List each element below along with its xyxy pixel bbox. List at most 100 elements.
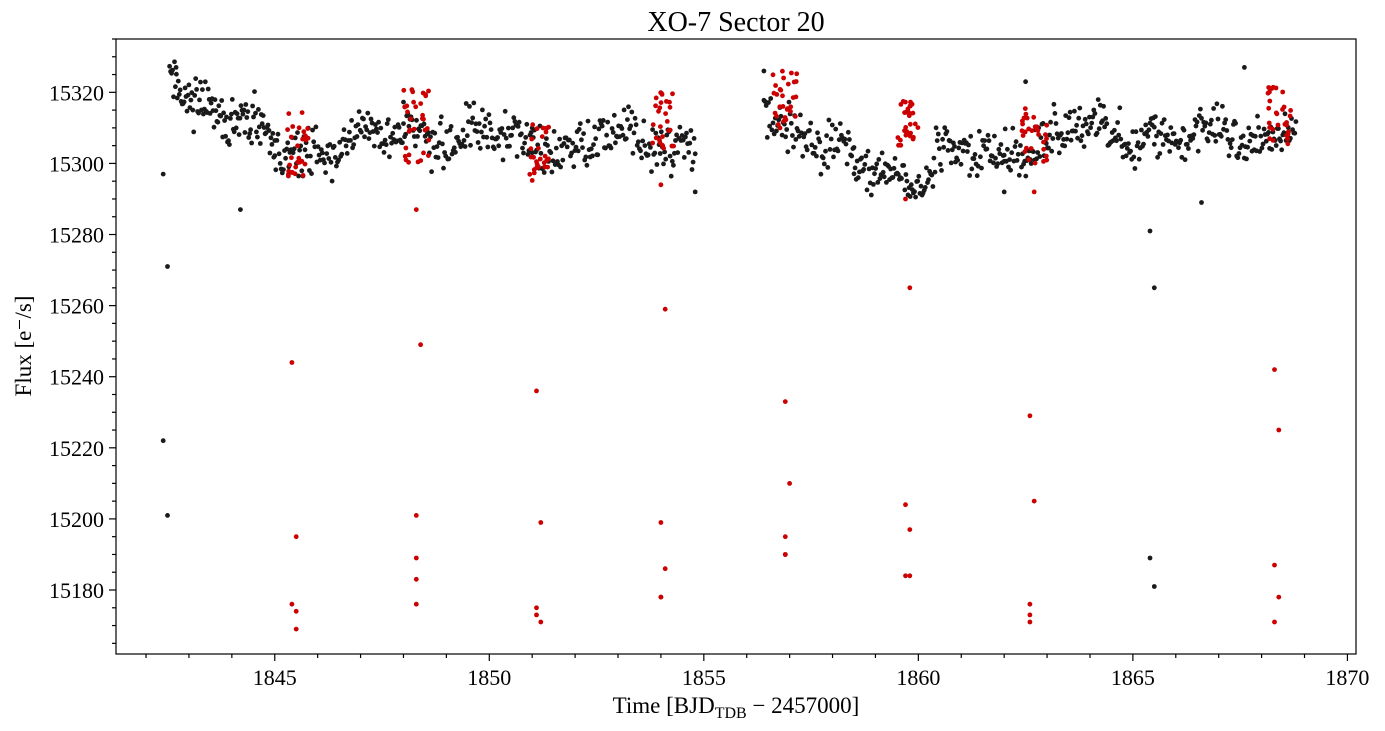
data-point [851, 171, 857, 177]
data-point [211, 124, 217, 130]
data-point [1151, 285, 1157, 291]
data-point [984, 146, 990, 152]
transit-point [529, 136, 535, 142]
data-point [933, 125, 939, 131]
x-tick-label: 1860 [896, 665, 940, 690]
transit-point [1267, 136, 1273, 142]
data-point [1273, 143, 1279, 148]
data-point [435, 155, 441, 161]
data-point [569, 150, 574, 156]
data-point [1211, 106, 1216, 111]
transit-point [670, 91, 675, 97]
data-point [600, 118, 606, 123]
x-tick-label: 1870 [1325, 665, 1369, 690]
data-point [384, 121, 390, 126]
data-point [502, 108, 508, 114]
data-point [998, 142, 1004, 147]
data-point [972, 152, 978, 157]
transit-point [534, 388, 539, 394]
data-point [1244, 156, 1249, 162]
data-point [1051, 101, 1057, 107]
data-point [483, 116, 489, 122]
data-point [1023, 79, 1028, 85]
data-point [1056, 150, 1062, 156]
data-point [1242, 65, 1247, 70]
data-point [198, 79, 203, 85]
data-point [334, 163, 339, 169]
transit-point [898, 102, 904, 107]
transit-point [527, 171, 533, 177]
data-point [595, 152, 601, 158]
data-point [327, 142, 333, 147]
transit-point [408, 116, 414, 122]
transit-point [1023, 111, 1029, 117]
data-point [768, 96, 774, 101]
data-point [1035, 150, 1041, 155]
data-point [645, 152, 651, 158]
data-point [197, 97, 202, 103]
data-point [387, 154, 392, 160]
data-point [541, 170, 547, 175]
data-point [256, 124, 262, 130]
data-point [687, 140, 693, 146]
data-point [374, 126, 379, 132]
transit-point [1276, 594, 1282, 600]
data-point [564, 144, 570, 150]
data-point [165, 264, 170, 269]
transit-point [531, 170, 537, 176]
data-point [268, 135, 274, 141]
transit-point [1021, 115, 1027, 121]
transit-point [658, 182, 664, 188]
data-point [247, 131, 253, 137]
data-point [219, 98, 225, 103]
data-point [873, 166, 878, 171]
data-point [1223, 117, 1229, 122]
data-point [793, 137, 799, 142]
data-point [577, 121, 583, 126]
data-point [817, 139, 823, 145]
data-point [1072, 108, 1077, 114]
transit-point [538, 520, 544, 525]
transit-point [1043, 132, 1048, 138]
data-point [1064, 136, 1070, 142]
data-point [401, 99, 406, 105]
data-point [958, 161, 964, 167]
data-point [1090, 114, 1096, 120]
data-point [392, 124, 398, 130]
transit-point [421, 116, 426, 122]
transit-point [538, 619, 544, 625]
data-point [440, 141, 445, 147]
data-point [931, 155, 937, 161]
data-point [429, 169, 434, 175]
transit-point [1276, 427, 1282, 433]
data-point [986, 138, 992, 144]
data-point [1046, 145, 1051, 151]
chart-title: XO-7 Sector 20 [647, 7, 824, 38]
data-point [365, 110, 371, 116]
data-point [639, 155, 644, 161]
transit-point [780, 93, 785, 99]
data-point [284, 146, 290, 152]
data-point [1225, 137, 1231, 142]
data-point [1255, 113, 1260, 119]
data-point [658, 129, 664, 135]
data-point [584, 162, 590, 168]
data-point [675, 150, 681, 156]
transit-point [1044, 136, 1049, 142]
data-point [620, 132, 626, 138]
data-point [778, 113, 784, 119]
data-point [1131, 154, 1137, 160]
data-point [1048, 119, 1053, 125]
data-point [208, 100, 214, 106]
data-point [978, 154, 983, 160]
transit-point [293, 626, 299, 632]
transit-point [773, 83, 778, 88]
transit-point [413, 104, 419, 110]
data-point [630, 150, 636, 156]
data-point [1155, 154, 1160, 160]
data-point [1260, 141, 1266, 147]
data-point [1165, 132, 1170, 138]
data-point [332, 155, 338, 160]
data-point [194, 87, 200, 92]
data-point [339, 151, 345, 157]
